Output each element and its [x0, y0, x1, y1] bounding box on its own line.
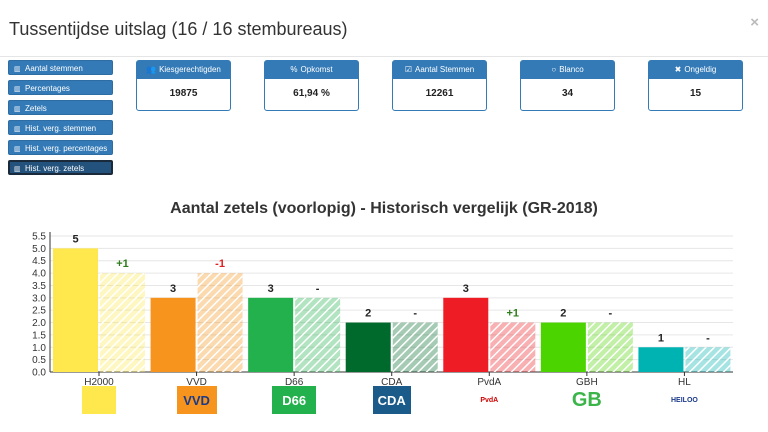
data-label: 3: [170, 283, 176, 295]
card-opkomst: % Opkomst 61,94 %: [264, 60, 359, 111]
data-label: 2: [560, 308, 566, 320]
card-value: 12261: [425, 88, 454, 99]
y-tick-label: 2.5: [32, 306, 46, 317]
h2000-logo: [82, 386, 116, 414]
x-tick-label: HL: [678, 377, 691, 388]
y-tick-label: 1.0: [32, 343, 46, 354]
bar-previous-hatch: [197, 273, 243, 372]
card-value: 19875: [169, 88, 198, 99]
y-tick-label: 4.0: [32, 269, 46, 280]
sidebar: ▥ Aantal stemmen ▥ Percentages ▥ Zetels ▥ Hi…: [8, 60, 113, 180]
diff-label: -: [609, 308, 613, 320]
hl-logo: HEILOO: [660, 386, 709, 414]
data-label: 3: [463, 283, 469, 295]
x-tick-label: GBH: [576, 377, 598, 388]
bar-previous-hatch: [100, 273, 145, 372]
diff-label: -1: [215, 258, 225, 270]
x-tick-label: CDA: [381, 377, 402, 388]
page-title: Tussentijdse uitslag (16 / 16 stembureau…: [9, 19, 348, 39]
bar-current: [53, 248, 98, 372]
percent-icon: %: [290, 65, 298, 74]
y-tick-label: 2.0: [32, 318, 46, 329]
x-tick-label: VVD: [186, 377, 207, 388]
close-icon[interactable]: ×: [750, 14, 759, 31]
y-tick-label: 5.5: [32, 232, 46, 243]
gbh-logo: GB: [566, 386, 607, 414]
checkbox-icon: ☑: [404, 65, 413, 74]
bar-chart-icon: ▥: [14, 146, 21, 153]
bar-chart-icon: ▥: [14, 166, 21, 173]
bar-previous-hatch: [392, 322, 438, 372]
data-label: 3: [268, 283, 274, 295]
bar-previous-hatch: [685, 347, 731, 372]
y-tick-label: 0.5: [32, 355, 46, 366]
modal-header: Tussentijdse uitslag (16 / 16 stembureau…: [0, 0, 768, 57]
card-aantal-stemmen: ☑ Aantal Stemmen 12261: [392, 60, 487, 111]
diff-label: +1: [116, 258, 129, 270]
sidebar-item-hist-percentages[interactable]: ▥ Hist. verg. percentages: [8, 140, 113, 155]
sidebar-item-zetels[interactable]: ▥ Zetels: [8, 100, 113, 115]
chart-title: Aantal zetels (voorlopig) - Historisch v…: [170, 200, 598, 217]
y-tick-label: 3.0: [32, 293, 46, 304]
bar-current: [248, 297, 294, 372]
diff-label: -: [706, 332, 710, 344]
card-kiesgerechtigden: 👥 Kiesgerechtigden 19875: [136, 60, 231, 111]
card-value: 34: [561, 88, 574, 99]
y-tick-label: 5.0: [32, 244, 46, 255]
bar-previous-hatch: [587, 322, 633, 372]
x-tick-label: H2000: [84, 377, 114, 388]
bar-current: [150, 297, 196, 372]
y-tick-label: 1.5: [32, 330, 46, 341]
users-icon: 👥: [146, 65, 157, 74]
x-tick-label: PvdA: [477, 377, 501, 388]
bar-chart-icon: ▥: [14, 66, 21, 73]
y-tick-label: 0.0: [32, 368, 46, 379]
data-label: 1: [658, 332, 664, 344]
bar-current: [443, 297, 489, 372]
y-tick-label: 4.5: [32, 256, 46, 267]
x-tick-label: D66: [285, 377, 304, 388]
sidebar-item-hist-zetels[interactable]: ▥ Hist. verg. zetels: [8, 160, 113, 175]
bar-chart-icon: ▥: [14, 106, 21, 113]
diff-label: -: [413, 308, 417, 320]
card-value: 15: [689, 88, 702, 99]
d66-logo: D66: [272, 386, 317, 414]
diff-label: -: [316, 283, 320, 295]
card-blanco: ○ Blanco 34: [520, 60, 615, 111]
bar-current: [540, 322, 586, 372]
bar-current: [638, 347, 684, 372]
sidebar-item-percentages[interactable]: ▥ Percentages: [8, 80, 113, 95]
cda-logo: CDA: [372, 386, 411, 414]
circle-icon: ○: [551, 65, 557, 74]
data-label: 2: [365, 308, 371, 320]
bar-previous-hatch: [490, 322, 536, 372]
card-value: 61,94 %: [293, 88, 330, 99]
sidebar-item-hist-stemmen[interactable]: ▥ Hist. verg. stemmen: [8, 120, 113, 135]
vvd-logo: VVD: [176, 386, 217, 414]
card-ongeldig: ✖ Ongeldig 15: [648, 60, 743, 111]
data-label: 5: [72, 233, 78, 245]
bar-previous-hatch: [295, 297, 341, 372]
bar-chart-icon: ▥: [14, 126, 21, 133]
diff-label: +1: [507, 308, 520, 320]
bar-current: [345, 322, 391, 372]
y-tick-label: 3.5: [32, 281, 46, 292]
pvda-logo: PvdA: [466, 386, 513, 414]
x-icon: ✖: [674, 65, 682, 74]
sidebar-item-aantal-stemmen[interactable]: ▥ Aantal stemmen: [8, 60, 113, 75]
bar-chart-icon: ▥: [14, 86, 21, 93]
